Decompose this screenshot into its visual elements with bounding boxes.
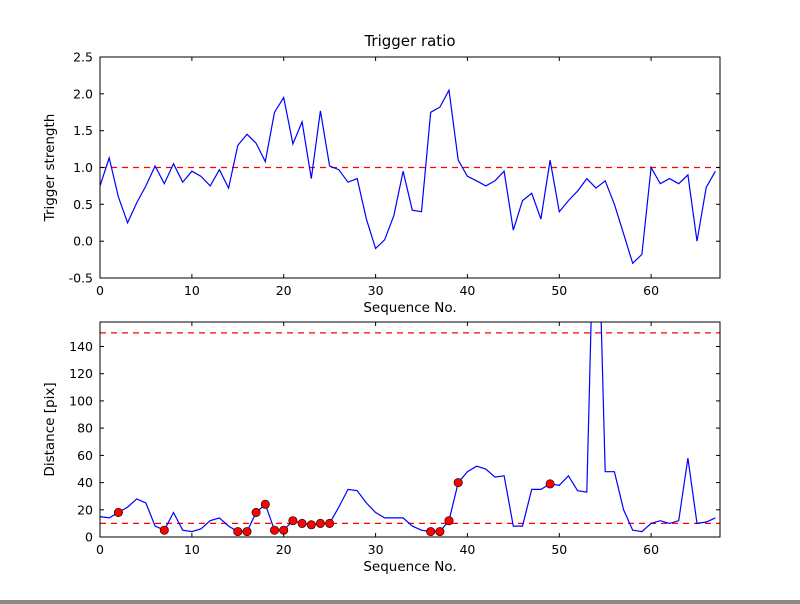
event-marker	[426, 527, 436, 537]
y-tick-label: 40	[77, 475, 93, 490]
y-tick-label: -0.5	[69, 271, 93, 286]
x-tick-label: 0	[96, 283, 104, 298]
event-marker	[113, 507, 123, 517]
event-marker	[435, 527, 445, 537]
x-tick-label: 40	[459, 542, 475, 557]
trigger-ratio-chart: 0 10 20 30 40 50 60 -0.5 0.0 0.5 1.0 1.5 2.0 2.5 Trigg…	[42, 32, 721, 316]
x-tick-label: 10	[184, 542, 200, 557]
y-tick-label: 120	[69, 366, 93, 381]
x-tick-label: 20	[276, 542, 292, 557]
x-tick-label: 20	[276, 283, 292, 298]
event-marker	[251, 507, 261, 517]
x-tick-label: 10	[184, 283, 200, 298]
x-tick-label: 30	[368, 283, 384, 298]
axes-frame	[99, 321, 721, 538]
event-marker	[269, 525, 279, 535]
y-tick-label: 1.0	[73, 160, 93, 175]
x-axis-label: Sequence No.	[363, 559, 456, 575]
series-line	[100, 88, 716, 265]
event-marker	[306, 520, 316, 530]
x-tick-label: 40	[459, 283, 475, 298]
y-tick-label: 100	[69, 393, 93, 408]
x-axis-label: Sequence No.	[363, 300, 456, 316]
event-marker	[325, 518, 335, 528]
event-marker	[453, 478, 463, 488]
event-marker	[545, 479, 555, 489]
y-axis-label: Distance [pix]	[42, 382, 58, 476]
x-tick-label: 60	[643, 283, 659, 298]
plot-area	[100, 322, 720, 537]
y-tick-label: 60	[77, 448, 93, 463]
y-tick-label: 0	[85, 530, 93, 545]
y-tick-label: 140	[69, 339, 93, 354]
x-tick-label: 50	[551, 542, 567, 557]
distance-chart: 0 10 20 30 40 50 60 0 20 40 60 80 100 120 140 Sequence …	[42, 321, 721, 575]
y-tick-label: 0.0	[73, 234, 93, 249]
x-tick-label: 60	[643, 542, 659, 557]
x-tick-label: 50	[551, 283, 567, 298]
event-marker	[315, 518, 325, 528]
event-marker	[260, 499, 270, 509]
chart-title: Trigger ratio	[363, 32, 455, 50]
y-tick-label: 2.0	[73, 86, 93, 101]
x-tick-label: 0	[96, 542, 104, 557]
y-tick-label: 20	[77, 502, 93, 517]
event-marker	[242, 527, 252, 537]
event-marker	[444, 516, 454, 526]
y-tick-label: 2.5	[73, 50, 93, 65]
event-marker	[159, 525, 169, 535]
event-marker	[297, 518, 307, 528]
event-marker	[233, 527, 243, 537]
y-axis-label: Trigger strength	[42, 114, 58, 223]
series-line	[100, 322, 716, 533]
y-tick-label: 1.5	[73, 123, 93, 138]
y-tick-label: 0.5	[73, 197, 93, 212]
event-marker	[288, 516, 298, 526]
x-tick-label: 30	[368, 542, 384, 557]
y-tick-label: 80	[77, 421, 93, 436]
